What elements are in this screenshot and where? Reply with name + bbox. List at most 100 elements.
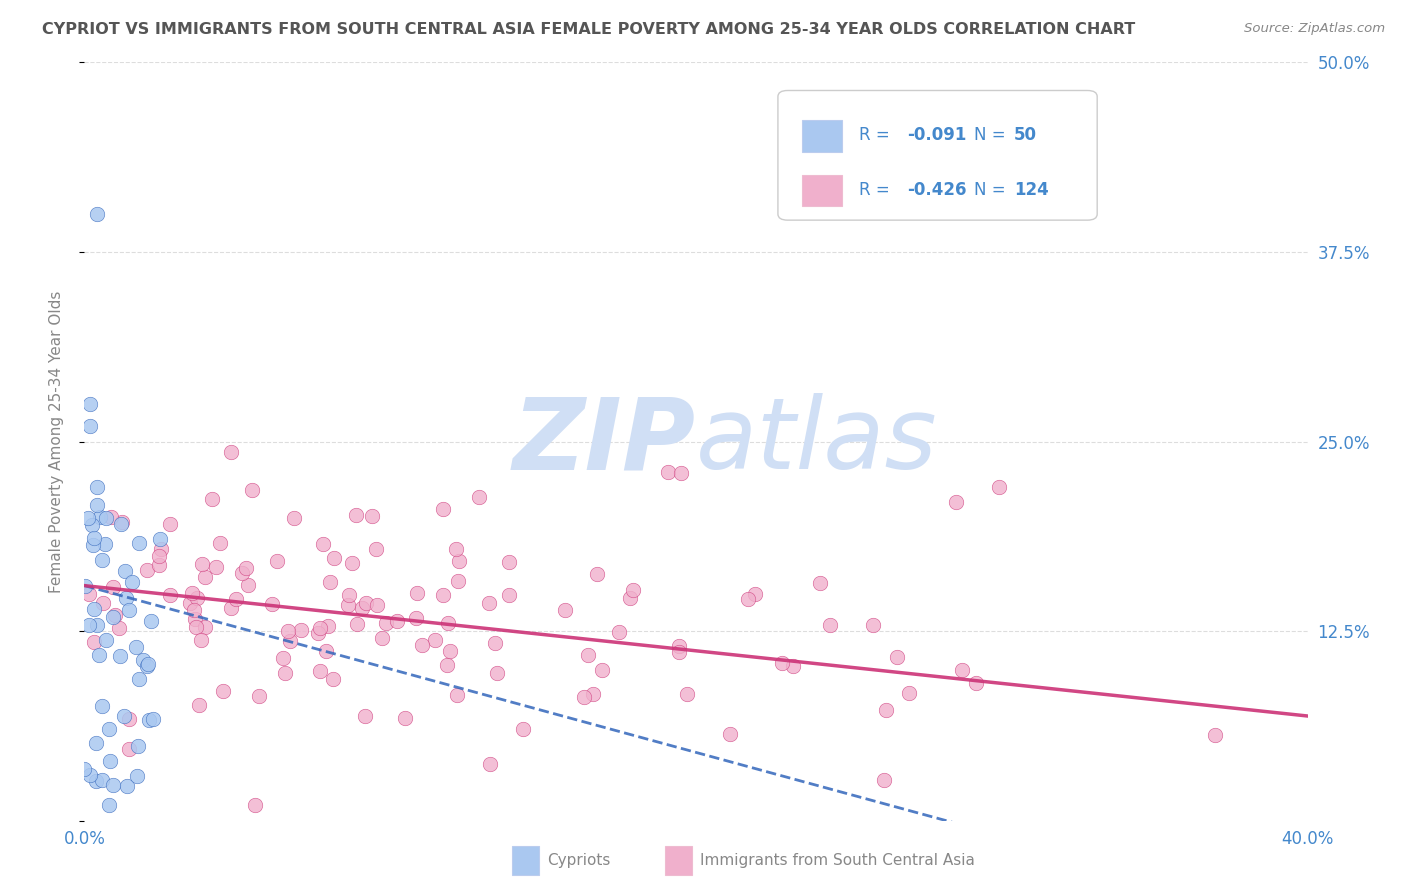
Point xyxy=(323,550,346,565)
Point xyxy=(128,536,150,550)
Bar xyxy=(665,847,692,875)
Point xyxy=(132,653,155,667)
Point xyxy=(188,698,211,712)
Point xyxy=(405,611,427,625)
Point xyxy=(128,672,150,686)
Point xyxy=(86,480,108,494)
Point xyxy=(744,586,766,600)
Point xyxy=(179,597,201,611)
Point xyxy=(782,659,804,673)
Point xyxy=(406,586,429,600)
Point xyxy=(100,509,122,524)
Point xyxy=(290,623,312,637)
Point xyxy=(394,711,416,725)
Point xyxy=(344,508,367,522)
Point xyxy=(159,588,181,602)
Point xyxy=(77,617,100,632)
Point xyxy=(201,491,224,506)
Point xyxy=(862,617,884,632)
Point xyxy=(184,620,207,634)
Point xyxy=(247,689,270,703)
Point xyxy=(135,658,157,673)
Bar xyxy=(803,175,842,206)
Point xyxy=(235,561,257,575)
Point xyxy=(148,549,170,563)
Point xyxy=(886,650,908,665)
Point xyxy=(318,619,340,633)
Point xyxy=(186,591,208,605)
Point xyxy=(668,639,690,653)
Point xyxy=(97,798,120,813)
Point xyxy=(83,531,105,545)
Text: -0.426: -0.426 xyxy=(908,181,967,199)
Point xyxy=(671,467,693,481)
Point xyxy=(86,207,108,221)
Point xyxy=(312,536,335,550)
Point xyxy=(356,596,378,610)
Point xyxy=(118,741,141,756)
Point xyxy=(585,567,607,582)
Point xyxy=(478,596,501,610)
Text: atlas: atlas xyxy=(696,393,938,490)
Point xyxy=(353,709,375,723)
Point xyxy=(104,607,127,622)
Point xyxy=(231,566,253,580)
Point xyxy=(274,666,297,681)
Point xyxy=(676,687,699,701)
Point xyxy=(623,582,645,597)
Point xyxy=(91,596,114,610)
Point xyxy=(84,774,107,789)
Point xyxy=(582,686,605,700)
Point xyxy=(423,632,446,647)
Text: 50: 50 xyxy=(1014,127,1038,145)
Point xyxy=(873,772,896,787)
Point xyxy=(439,644,461,658)
Point xyxy=(446,541,468,556)
Point xyxy=(336,598,359,612)
Point xyxy=(208,536,231,550)
Point xyxy=(138,713,160,727)
Point xyxy=(350,601,373,615)
Point xyxy=(84,736,107,750)
Point xyxy=(818,617,841,632)
Text: -0.091: -0.091 xyxy=(908,127,967,145)
Point xyxy=(308,664,330,678)
Point xyxy=(411,638,433,652)
Point xyxy=(86,498,108,512)
Point xyxy=(94,537,117,551)
Point xyxy=(110,516,132,531)
Point xyxy=(101,778,124,792)
Point xyxy=(118,603,141,617)
Point xyxy=(115,591,138,605)
Point xyxy=(111,515,134,529)
Point xyxy=(79,396,101,410)
Point xyxy=(554,603,576,617)
Point xyxy=(219,445,242,459)
Point xyxy=(139,615,162,629)
Text: R =: R = xyxy=(859,181,900,199)
Point xyxy=(73,762,96,776)
Point xyxy=(191,557,214,571)
Point xyxy=(449,554,471,568)
Point xyxy=(432,588,454,602)
Point xyxy=(91,553,114,567)
Point xyxy=(737,591,759,606)
Point xyxy=(83,602,105,616)
Point xyxy=(115,780,138,794)
Point xyxy=(89,648,111,662)
Point xyxy=(98,722,121,736)
Point xyxy=(432,502,454,516)
FancyBboxPatch shape xyxy=(778,90,1097,220)
Point xyxy=(96,511,118,525)
Text: N =: N = xyxy=(973,127,1011,145)
Point xyxy=(657,465,679,479)
Point xyxy=(512,722,534,736)
Point xyxy=(572,690,595,705)
Point xyxy=(668,645,690,659)
Point xyxy=(240,483,263,497)
Point xyxy=(366,542,388,557)
Point xyxy=(340,556,363,570)
Point xyxy=(148,533,170,547)
Point xyxy=(243,798,266,813)
Text: 124: 124 xyxy=(1014,181,1049,199)
